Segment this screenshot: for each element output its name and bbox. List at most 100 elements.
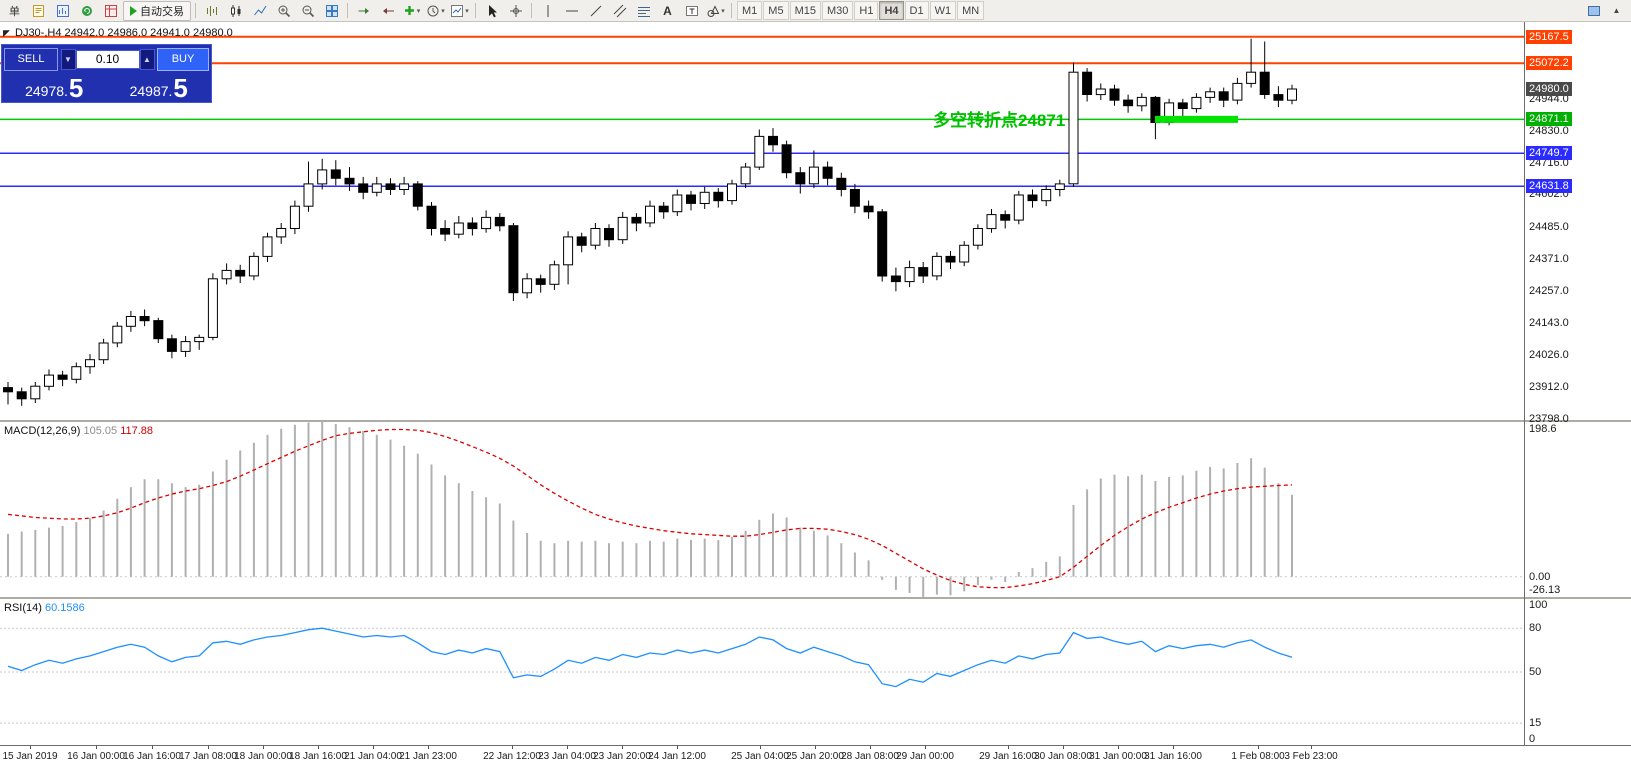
order-menu[interactable]: 单 (3, 0, 26, 22)
cursor-icon[interactable] (480, 0, 503, 22)
zoom-out-icon[interactable] (296, 0, 319, 22)
time-axis-label: 16 Jan 16:00 (123, 751, 181, 762)
time-axis-label: 15 Jan 2019 (2, 751, 58, 762)
line-chart-icon[interactable] (248, 0, 271, 22)
price-tick-label: 23912.0 (1529, 381, 1569, 393)
time-tick (96, 746, 97, 749)
chart-window-icon[interactable] (51, 0, 74, 22)
timeframe-button-M30[interactable]: M30 (821, 1, 854, 20)
autotrading-label: 自动交易 (140, 5, 184, 18)
timeframe-button-H4[interactable]: H4 (879, 1, 904, 20)
templates-icon[interactable]: ▾ (448, 0, 471, 22)
macd-zero-label: 0.00 (1529, 571, 1551, 583)
timeframe-button-H1[interactable]: H1 (854, 1, 879, 20)
chevron-down-icon: ▾ (465, 7, 469, 15)
dock-icon[interactable] (1582, 0, 1605, 22)
annotation-text[interactable]: 多空转折点24871 (933, 111, 1066, 130)
fibonacci-icon[interactable] (632, 0, 655, 22)
timeframe-button-D1[interactable]: D1 (904, 1, 929, 20)
macd-signal-line (7, 428, 1293, 589)
chart-shift-icon[interactable] (376, 0, 399, 22)
auto-scroll-icon[interactable] (352, 0, 375, 22)
price-axis-border (1524, 22, 1525, 745)
toolbar-separator (531, 3, 532, 18)
pane-divider[interactable] (0, 420, 1631, 422)
timeframe-button-M1[interactable]: M1 (737, 1, 763, 20)
play-icon (130, 5, 137, 16)
timeframe-toolbar: M1 M5 M15 M30 H1 H4 D1 W1 MN (736, 1, 985, 20)
vertical-line-icon[interactable] (536, 0, 559, 22)
timeframe-button-W1[interactable]: W1 (929, 1, 957, 20)
time-axis-label: 28 Jan 08:00 (841, 751, 899, 762)
time-axis-label: 25 Jan 04:00 (731, 751, 789, 762)
price-tick-label: 24257.0 (1529, 285, 1569, 297)
time-tick (760, 746, 761, 749)
indicators-icon[interactable]: ▾ (400, 0, 423, 22)
time-tick (815, 746, 816, 749)
candlestick-chart-icon[interactable] (224, 0, 247, 22)
trendline-icon[interactable] (584, 0, 607, 22)
pane-divider[interactable] (0, 597, 1631, 599)
timeframe-button-MN[interactable]: MN (957, 1, 985, 20)
chevron-down-icon: ▾ (441, 7, 445, 15)
toolbar-separator (475, 3, 476, 18)
text-icon[interactable]: A (663, 3, 672, 18)
rsi-pane[interactable] (0, 599, 1524, 745)
buy-button[interactable]: BUY (157, 47, 209, 71)
crosshair-icon[interactable] (504, 0, 527, 22)
toolbar-separator (347, 3, 348, 18)
time-tick (622, 746, 623, 749)
sell-price-big: 5 (68, 73, 84, 104)
time-tick (677, 746, 678, 749)
time-axis-label: 31 Jan 16:00 (1144, 751, 1202, 762)
macd-pane[interactable] (0, 422, 1524, 597)
macd-signal-value: 117.88 (120, 425, 154, 437)
time-tick (428, 746, 429, 749)
time-tick (152, 746, 153, 749)
channel-icon[interactable] (608, 0, 631, 22)
price-chart[interactable] (0, 22, 1524, 420)
time-axis[interactable]: 15 Jan 2019 16 Jan 00:00 16 Jan 16:00 17 Ja… (0, 745, 1631, 769)
sell-button[interactable]: SELL (4, 47, 58, 71)
price-tick-label: 24371.0 (1529, 253, 1569, 265)
time-axis-label: 17 Jan 08:00 (179, 751, 237, 762)
autotrading-button[interactable]: 自动交易 (123, 0, 191, 21)
scroll-up-icon[interactable]: ▲ (1612, 6, 1621, 15)
timeframe-button-M5[interactable]: M5 (763, 1, 789, 20)
tile-windows-icon[interactable] (320, 0, 343, 22)
rsi-level-label: 15 (1529, 717, 1542, 729)
rsi-value: 60.1586 (44, 602, 85, 614)
time-tick (512, 746, 513, 749)
chart-title: DJ30-,H4 24942.0 24986.0 24941.0 24980.0 (15, 27, 233, 39)
time-axis-label: 18 Jan 16:00 (289, 751, 347, 762)
price-tick-label: 24716.0 (1529, 157, 1569, 169)
shapes-icon[interactable]: ▾ (704, 0, 727, 22)
rsi-level-label: 100 (1529, 599, 1548, 611)
rsi-label: RSI(14) 60.1586 (4, 602, 85, 614)
volume-input[interactable] (75, 49, 140, 69)
periods-icon[interactable]: ▾ (424, 0, 447, 22)
horizontal-line-icon[interactable] (560, 0, 583, 22)
toolbar: 单 自动交易 (0, 0, 1631, 22)
zoom-in-icon[interactable] (272, 0, 295, 22)
volume-down-button[interactable]: ▼ (60, 48, 76, 70)
time-tick (925, 746, 926, 749)
text-label-icon[interactable] (680, 0, 703, 22)
refresh-icon[interactable] (75, 0, 98, 22)
macd-max-label: 198.6 (1529, 423, 1557, 435)
timeframe-button-M15[interactable]: M15 (789, 1, 821, 20)
data-window-icon[interactable] (99, 0, 122, 22)
time-axis-label: 3 Feb 23:00 (1284, 751, 1338, 762)
time-tick (318, 746, 319, 749)
price-tick-label: 24830.0 (1529, 125, 1569, 137)
bar-chart-icon[interactable] (200, 0, 223, 22)
time-axis-label: 22 Jan 12:00 (483, 751, 541, 762)
buy-price-big: 5 (173, 73, 188, 104)
new-order-icon[interactable] (27, 0, 50, 22)
time-axis-label: 29 Jan 16:00 (979, 751, 1037, 762)
sell-price-small: 24978. (25, 82, 68, 99)
price-tick-label: 24026.0 (1529, 349, 1569, 361)
volume-up-button[interactable]: ▲ (139, 48, 155, 70)
price-tick-label: 24143.0 (1529, 317, 1569, 329)
panel-collapse-icon[interactable]: ◤ (3, 28, 10, 38)
